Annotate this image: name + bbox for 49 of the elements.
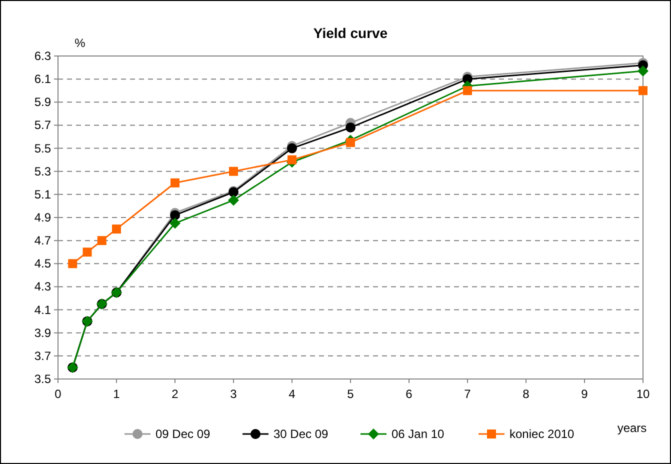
point <box>170 218 180 229</box>
x-tick-label: 6 <box>406 387 413 401</box>
y-tick-label: 4.3 <box>34 280 52 294</box>
y-axis-title: % <box>74 36 86 50</box>
y-tick-label: 4.5 <box>34 256 52 271</box>
point <box>229 166 238 176</box>
point <box>288 155 296 164</box>
legend-label: 30 Dec 09 <box>274 427 329 441</box>
point <box>346 122 356 133</box>
x-tick-label: 7 <box>464 387 472 401</box>
x-axis-title: years <box>617 421 647 435</box>
y-tick-label: 4.9 <box>34 210 52 224</box>
legend-label: koniec 2010 <box>510 427 575 441</box>
y-tick-label: 5.9 <box>34 95 52 110</box>
point <box>463 86 472 96</box>
x-tick-label: 2 <box>172 387 179 401</box>
x-tick-label: 0 <box>54 387 62 401</box>
y-tick-label: 3.9 <box>34 326 52 340</box>
x-tick-label: 9 <box>581 387 588 401</box>
legend-label: 09 Dec 09 <box>156 427 211 441</box>
y-tick-label: 4.7 <box>34 234 52 248</box>
chart-title: Yield curve <box>313 25 388 41</box>
y-tick-label: 5.5 <box>34 141 52 156</box>
y-tick-label: 5.7 <box>34 118 52 132</box>
x-tick-label: 8 <box>522 387 530 401</box>
y-tick-label: 5.3 <box>34 164 52 178</box>
y-tick-label: 3.7 <box>34 348 52 363</box>
y-tick-label: 6.1 <box>34 72 52 86</box>
y-tick-label: 5.1 <box>34 187 52 202</box>
point <box>170 210 180 220</box>
x-tick-label: 10 <box>636 387 650 401</box>
point <box>638 86 648 96</box>
y-tick-label: 4.1 <box>34 302 52 317</box>
point <box>97 236 106 246</box>
point <box>346 138 355 148</box>
point <box>228 194 239 206</box>
x-tick-label: 3 <box>230 387 238 401</box>
x-tick-label: 4 <box>288 387 296 401</box>
y-tick-label: 6.3 <box>34 49 52 63</box>
x-tick-label: 1 <box>113 387 120 401</box>
point <box>170 178 180 188</box>
legend-label: 06 Jan 10 <box>392 427 445 441</box>
x-tick-label: 5 <box>347 387 354 401</box>
point <box>112 224 121 234</box>
point <box>68 259 78 268</box>
point <box>638 65 648 76</box>
y-tick-label: 3.5 <box>34 372 52 386</box>
point <box>82 248 92 257</box>
point <box>287 143 297 154</box>
